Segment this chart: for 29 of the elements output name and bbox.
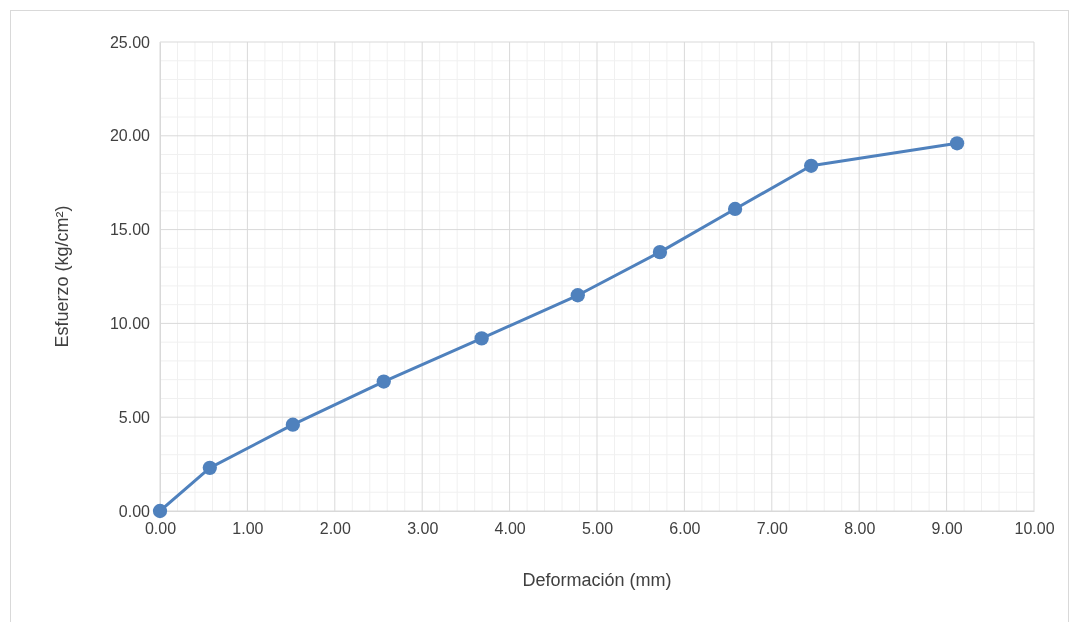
y-axis-title: Esfuerzo (kg/cm²)	[52, 205, 72, 348]
point	[570, 288, 585, 303]
x-tick-label: 0.00	[144, 520, 177, 538]
point	[152, 503, 168, 519]
point	[202, 460, 217, 475]
point	[376, 374, 391, 389]
x-tick-label: 1.00	[232, 520, 264, 538]
y-tick-label: 5.00	[118, 408, 151, 426]
point	[949, 136, 965, 151]
y-tick-label: 20.00	[109, 127, 151, 145]
x-tick-label: 7.00	[756, 520, 788, 538]
x-tick-label: 10.00	[1014, 520, 1055, 538]
x-tick-label: 5.00	[581, 520, 614, 538]
point	[474, 331, 489, 346]
point	[285, 417, 300, 432]
x-tick-label: 3.00	[407, 520, 439, 538]
y-tick-label: 0.00	[118, 502, 151, 520]
point	[803, 158, 819, 173]
y-tick-label: 10.00	[109, 315, 151, 333]
x-axis-title: Deformación (mm)	[522, 570, 672, 590]
x-tick-label: 2.00	[319, 520, 351, 538]
point	[652, 244, 668, 260]
point	[727, 201, 743, 217]
y-tick-label: 25.00	[109, 33, 151, 51]
x-tick-label: 8.00	[844, 520, 876, 538]
x-tick-label: 9.00	[931, 520, 963, 538]
x-tick-label: 6.00	[669, 520, 701, 538]
y-tick-label: 15.00	[109, 221, 151, 239]
x-tick-label: 4.00	[494, 520, 526, 538]
